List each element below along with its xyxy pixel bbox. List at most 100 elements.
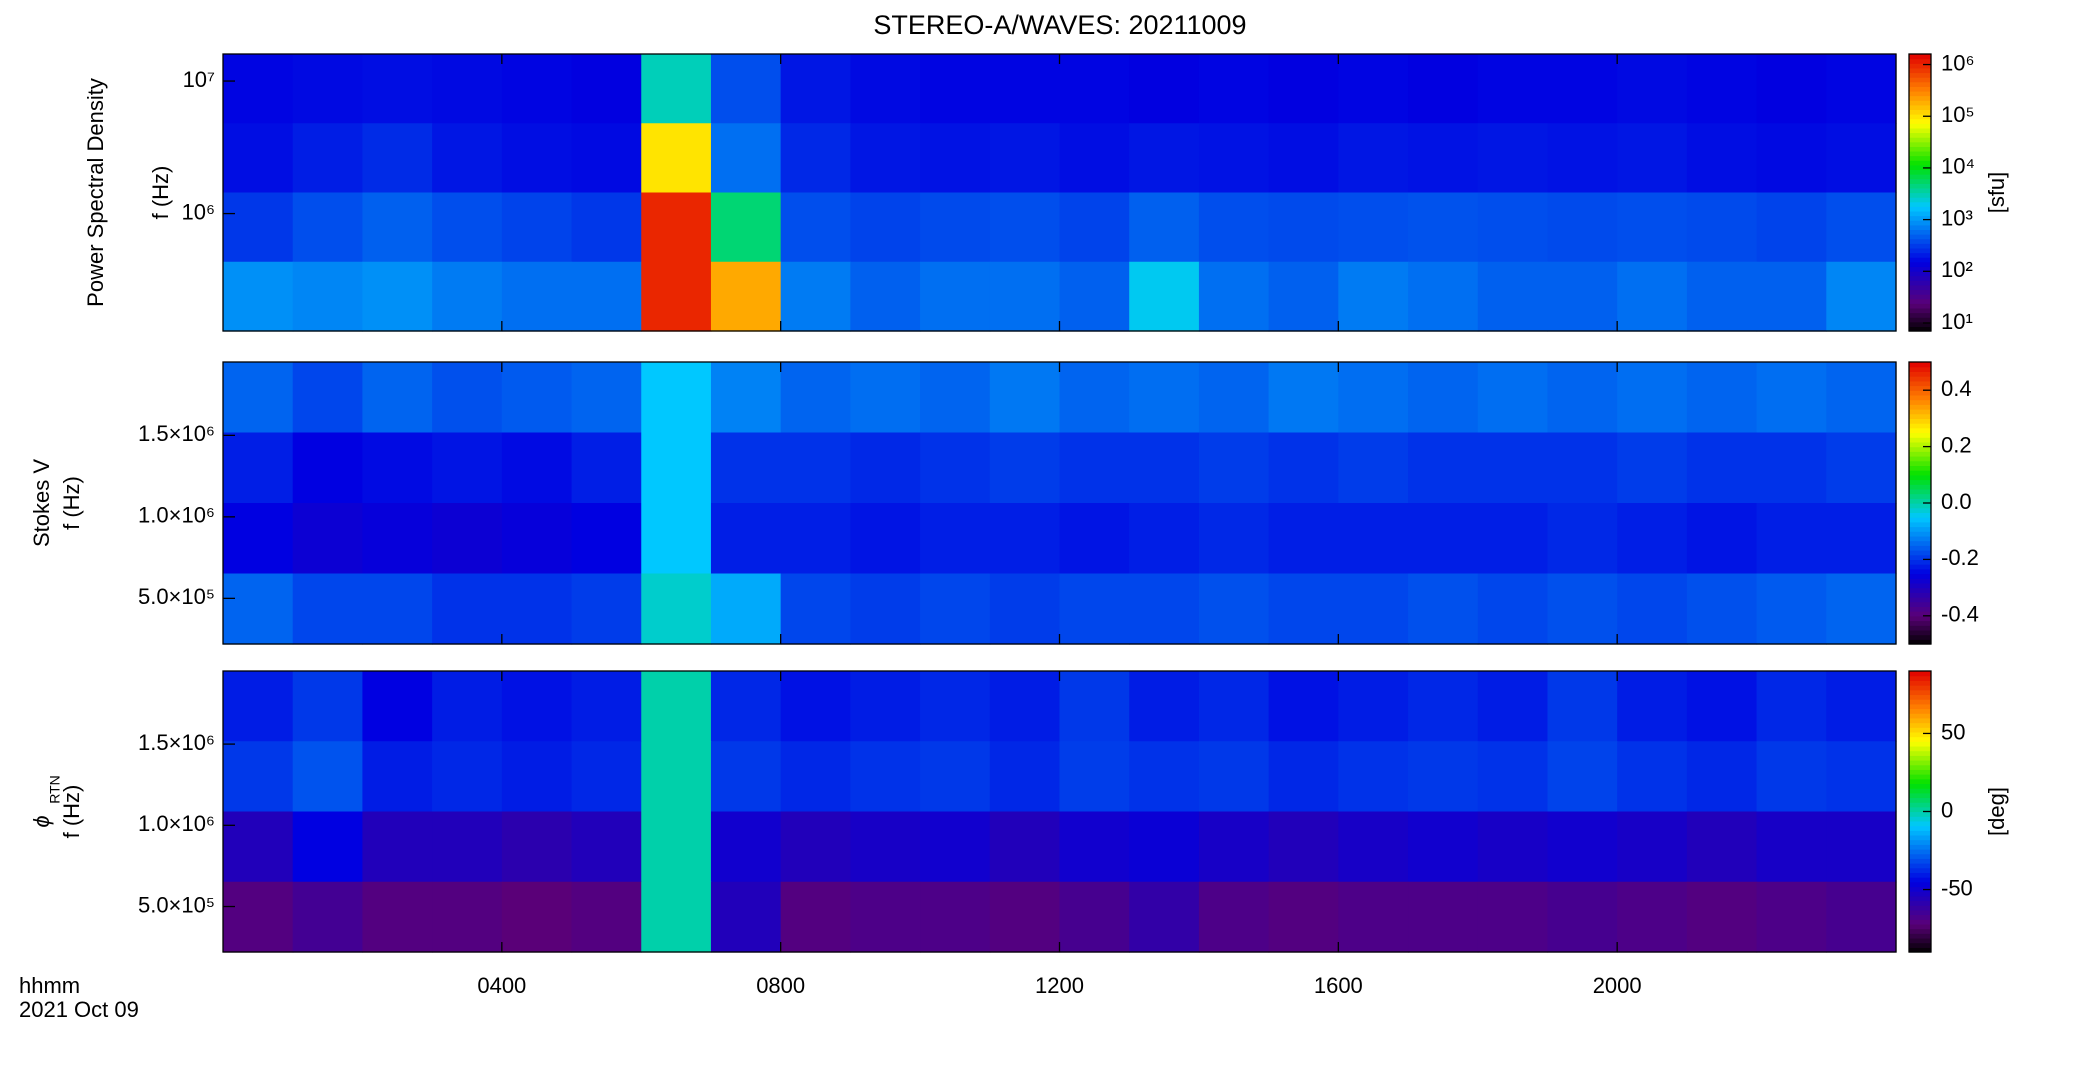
colorbar-segment <box>1909 745 1931 752</box>
heat-cell <box>1198 811 1270 883</box>
x-tick-label: 0800 <box>756 973 805 998</box>
colorbar-segment <box>1909 629 1931 636</box>
heat-cell <box>1338 362 1409 434</box>
colorbar-segment <box>1909 252 1931 258</box>
x-tick-label: 1200 <box>1035 973 1084 998</box>
heat-cell <box>432 192 503 263</box>
heat-cell <box>710 362 782 434</box>
heat-cell <box>1129 362 1200 434</box>
heat-cell <box>1129 54 1200 124</box>
heat-cell <box>1686 123 1758 194</box>
colorbar-segment <box>1909 284 1931 291</box>
colorbar-segment <box>1909 307 1931 314</box>
heat-cell <box>432 362 503 434</box>
colorbar-tick-label: 50 <box>1941 719 1965 744</box>
heat-cell <box>432 261 503 332</box>
colorbar-segment <box>1909 820 1931 827</box>
heat-cell <box>1059 123 1130 194</box>
heat-cell <box>223 362 294 434</box>
colorbar-segment <box>1909 942 1931 948</box>
colorbar-segment <box>1909 109 1931 115</box>
heat-cell <box>432 573 503 645</box>
colorbar-segment <box>1909 937 1931 944</box>
colorbar-segment <box>1909 559 1931 565</box>
heat-cell <box>362 811 433 883</box>
heat-cell <box>850 192 921 263</box>
colorbar-segment <box>1909 394 1931 401</box>
colorbar-segment <box>1909 639 1931 645</box>
heat-cell <box>1826 811 1897 883</box>
heat-cell <box>780 123 851 194</box>
heat-cell <box>501 192 573 263</box>
heat-cell <box>292 573 364 645</box>
heat-cell <box>1338 54 1409 124</box>
colorbar-segment <box>1909 750 1931 756</box>
heat-cell <box>1756 192 1827 263</box>
colorbar-segment <box>1909 224 1931 231</box>
heat-cell <box>292 432 364 504</box>
heat-cell <box>1547 123 1618 194</box>
colorbar-segment <box>1909 503 1931 509</box>
colorbar-segment <box>1909 844 1931 850</box>
colorbar-segment <box>1909 72 1931 78</box>
heat-cell <box>1129 671 1200 742</box>
colorbar-segment <box>1909 540 1931 546</box>
colorbar-segment <box>1909 243 1931 249</box>
heat-cell <box>1408 741 1479 813</box>
heat-cell <box>641 881 712 953</box>
colorbar-segment <box>1909 727 1931 733</box>
colorbar-segment <box>1909 947 1931 953</box>
colorbar-segment <box>1909 606 1931 612</box>
colorbar-segment <box>1909 399 1931 405</box>
heat-cell <box>432 671 503 742</box>
colorbar-segment <box>1909 169 1931 175</box>
colorbar-segment <box>1909 554 1931 560</box>
colorbar-segment <box>1909 215 1931 221</box>
heat-cell <box>780 671 851 742</box>
heat-cell <box>1756 573 1827 645</box>
colorbar-segment <box>1909 376 1931 382</box>
heat-cell <box>292 503 364 575</box>
colorbar-segment <box>1909 685 1931 691</box>
colorbar-segment <box>1909 146 1931 152</box>
colorbar-segment <box>1909 858 1931 864</box>
colorbar-segment <box>1909 535 1931 542</box>
heat-cell <box>710 261 782 332</box>
heat-cell <box>362 741 433 813</box>
colorbar-segment <box>1909 95 1931 101</box>
heat-cell <box>710 123 782 194</box>
colorbar-segment <box>1909 303 1931 309</box>
heat-cell <box>362 54 433 124</box>
heat-cell <box>223 261 294 332</box>
colorbar-segment <box>1909 521 1931 528</box>
heat-cell <box>1408 503 1479 575</box>
colorbar-segment <box>1909 390 1931 396</box>
y-axis-symbol: ϕ <box>29 815 54 827</box>
heat-cell <box>501 261 573 332</box>
heat-cell <box>1686 362 1758 434</box>
colorbar-segment <box>1909 708 1931 714</box>
heat-cell <box>292 881 364 953</box>
colorbar-segment <box>1909 545 1931 551</box>
heat-cell <box>1686 573 1758 645</box>
chart-title: STEREO-A/WAVES: 20211009 <box>873 10 1246 40</box>
heat-cell <box>292 811 364 883</box>
colorbar-segment <box>1909 722 1931 728</box>
heat-cell <box>432 123 503 194</box>
heat-cell <box>501 741 573 813</box>
colorbar-segment <box>1909 229 1931 235</box>
heat-cell <box>1059 671 1130 742</box>
heat-cell <box>223 123 294 194</box>
colorbar-segment <box>1909 81 1931 87</box>
heat-cell <box>920 123 991 194</box>
colorbar-segment <box>1909 123 1931 129</box>
colorbar-segment <box>1909 67 1931 74</box>
heat-cell <box>1617 432 1688 504</box>
heat-cell <box>1756 362 1827 434</box>
heat-cell <box>571 671 642 742</box>
heat-cell <box>1826 54 1897 124</box>
colorbar-segment <box>1909 456 1931 462</box>
heat-cell <box>571 881 642 953</box>
heat-cell <box>989 741 1061 813</box>
heat-cell <box>710 811 782 883</box>
